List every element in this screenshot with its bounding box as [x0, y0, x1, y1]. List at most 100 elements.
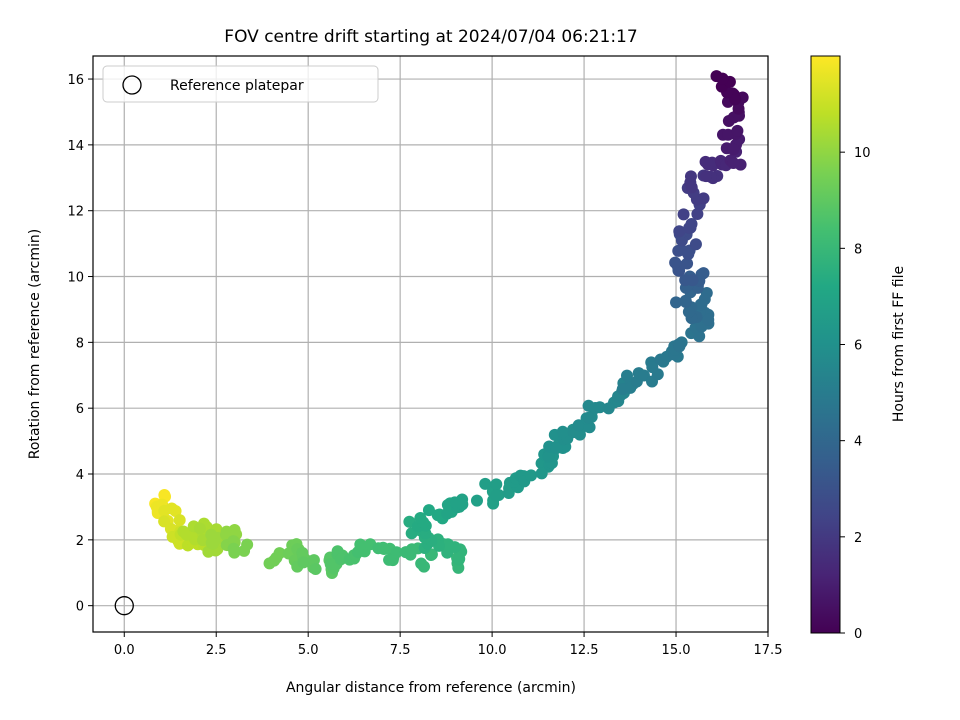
y-tick-label: 8: [76, 336, 84, 351]
drift-point: [414, 512, 427, 525]
drift-point: [593, 401, 606, 414]
x-axis-label: Angular distance from reference (arcmin): [286, 680, 576, 696]
drift-point: [441, 538, 454, 551]
drift-point: [673, 225, 686, 238]
drift-point: [542, 450, 555, 463]
y-tick-label: 4: [76, 468, 84, 483]
drift-point: [727, 143, 740, 156]
drift-point: [490, 478, 503, 491]
drift-point: [722, 114, 735, 127]
chart-title: FOV centre drift starting at 2024/07/04 …: [224, 27, 637, 47]
colorbar-tick-label: 4: [854, 435, 862, 450]
drift-point: [173, 514, 186, 527]
x-tick-label: 17.5: [754, 643, 783, 658]
drift-points: [149, 70, 749, 580]
drift-point: [377, 541, 390, 554]
drift-point: [670, 296, 683, 309]
drift-point: [422, 504, 435, 517]
colorbar-tick-label: 0: [854, 627, 862, 642]
drift-point: [572, 419, 585, 432]
drift-point: [685, 181, 698, 194]
drift-point: [699, 155, 712, 168]
drift-point: [456, 498, 469, 511]
x-tick-label: 7.5: [390, 643, 411, 658]
drift-point: [686, 274, 699, 287]
drift-point: [535, 467, 548, 480]
legend: Reference platepar: [102, 65, 379, 103]
drift-point: [334, 553, 347, 566]
drift-point: [621, 369, 634, 382]
grid: [93, 56, 769, 632]
reference-marker: [114, 596, 134, 616]
x-tick-label: 5.0: [298, 643, 319, 658]
y-tick-label: 2: [76, 534, 84, 549]
x-tick-label: 15.0: [662, 643, 691, 658]
drift-point: [691, 208, 704, 221]
drift-point: [205, 528, 218, 541]
drift-point: [158, 488, 171, 501]
y-axis-ticks: 0 2 4 6 8 10 12 14 16: [67, 73, 93, 615]
drift-point: [731, 124, 744, 137]
drift-point: [646, 361, 659, 374]
drift-point: [727, 156, 740, 169]
x-tick-label: 10.0: [478, 643, 507, 658]
drift-point: [479, 477, 492, 490]
drift-point: [677, 208, 690, 221]
drift-point: [417, 560, 430, 573]
x-tick-label: 2.5: [206, 643, 227, 658]
colorbar-tick-label: 8: [854, 242, 862, 257]
colorbar-label: Hours from first FF file: [891, 266, 907, 422]
drift-point: [354, 538, 367, 551]
legend-box: [102, 65, 379, 103]
drift-point: [383, 553, 396, 566]
colorbar-gradient: [810, 55, 841, 634]
drift-point: [220, 525, 233, 538]
drift-point: [582, 411, 595, 424]
drift-point: [716, 72, 729, 85]
y-tick-label: 0: [76, 600, 84, 615]
drift-point: [654, 353, 667, 366]
y-tick-label: 16: [67, 73, 84, 88]
drift-point: [268, 554, 281, 567]
y-tick-label: 10: [67, 271, 84, 286]
x-axis-ticks: 0.0 2.5 5.0 7.5 10.0 12.5 15.0 17.5: [114, 632, 783, 658]
drift-point: [470, 494, 483, 507]
drift-point: [700, 170, 713, 183]
drift-point: [556, 425, 569, 438]
drift-point: [193, 522, 206, 535]
drift-point: [702, 313, 715, 326]
drift-point: [689, 238, 702, 251]
legend-marker: [122, 75, 142, 95]
drift-point: [453, 552, 466, 565]
drift-point: [669, 256, 682, 269]
colorbar-ticks: 0 2 4 6 8 10: [840, 146, 871, 642]
drift-point: [602, 402, 615, 415]
drift-point: [431, 509, 444, 522]
drift-point: [158, 504, 171, 517]
drift-point: [729, 93, 742, 106]
drift-point: [682, 305, 695, 318]
drift-point: [206, 537, 219, 550]
drift-point: [673, 340, 686, 353]
drift-point: [684, 221, 697, 234]
drift-point: [722, 128, 735, 141]
drift-point: [490, 489, 503, 502]
y-tick-label: 12: [67, 205, 84, 220]
drift-point: [228, 546, 241, 559]
drift-point: [405, 543, 418, 556]
drift-point: [550, 442, 563, 455]
colorbar: 0 2 4 6 8 10 Hours from first FF file: [810, 55, 907, 642]
y-tick-label: 14: [67, 139, 84, 154]
x-tick-label: 12.5: [570, 643, 599, 658]
colorbar-tick-label: 2: [854, 531, 862, 546]
drift-point: [238, 544, 251, 557]
y-tick-label: 6: [76, 402, 84, 417]
drift-point: [390, 546, 403, 559]
x-tick-label: 0.0: [114, 643, 135, 658]
drift-point: [682, 248, 695, 261]
colorbar-tick-label: 10: [854, 146, 871, 161]
drift-point: [681, 257, 694, 270]
drift-point: [297, 556, 310, 569]
drift-point: [309, 563, 322, 576]
